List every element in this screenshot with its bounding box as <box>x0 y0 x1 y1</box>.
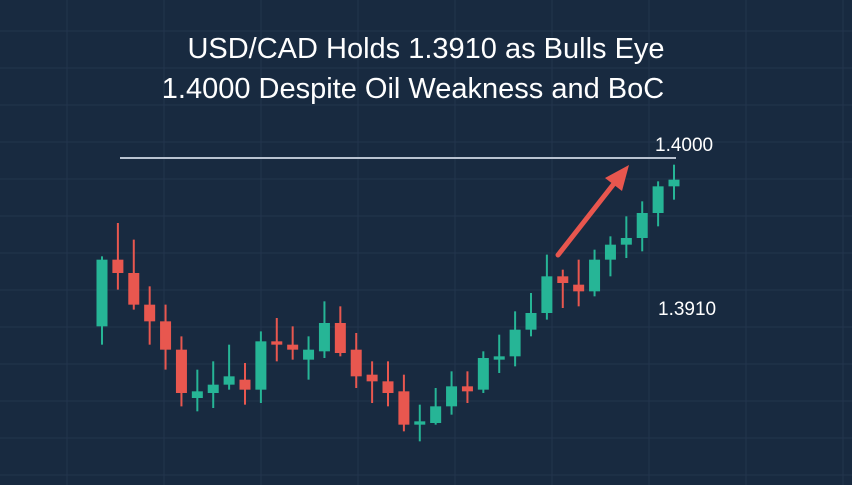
candle-body <box>207 384 219 393</box>
candle-bearish <box>382 361 394 407</box>
candle-body <box>398 391 410 425</box>
candle-bullish <box>509 311 521 367</box>
candle-bullish <box>414 404 426 442</box>
candle-body <box>175 349 187 393</box>
title-line-1: USD/CAD Holds 1.3910 as Bulls Eye <box>187 33 664 65</box>
candle-body <box>271 341 283 345</box>
candles <box>96 164 680 442</box>
candle-bearish <box>461 371 473 403</box>
resistance-label: 1.4000 <box>655 135 713 156</box>
candle-body <box>477 358 489 390</box>
candle-body <box>493 356 505 360</box>
candle-body <box>461 386 473 392</box>
candle-bullish <box>604 236 616 277</box>
candle-bearish <box>557 269 569 308</box>
candle-bullish <box>207 361 219 408</box>
candle-body <box>668 179 680 187</box>
candle-body <box>303 349 315 360</box>
candle-bullish <box>668 164 680 200</box>
candle-bullish <box>430 388 442 425</box>
candle-bearish <box>144 286 156 345</box>
candle-bullish <box>525 293 537 337</box>
candle-bullish <box>620 216 632 258</box>
candle-bullish <box>493 334 505 373</box>
candle-body <box>366 374 378 382</box>
candle-body <box>589 259 601 292</box>
candle-bullish <box>191 369 203 412</box>
candle-body <box>509 329 521 357</box>
candle-body <box>446 386 458 407</box>
candle-body <box>620 238 632 245</box>
candle-body <box>160 321 172 350</box>
candle-body <box>350 349 362 377</box>
candle-body <box>382 381 394 393</box>
candle-body <box>239 379 251 390</box>
candle-body <box>430 406 442 423</box>
candle-body <box>652 186 664 213</box>
candle-bullish <box>303 336 315 380</box>
candle-body <box>191 391 203 398</box>
candle-body <box>223 376 235 385</box>
candle-bullish <box>446 371 458 415</box>
candle-body <box>255 341 267 390</box>
candle-body <box>525 313 537 330</box>
candle-body <box>112 259 124 273</box>
title-line-2: 1.4000 Despite Oil Weakness and BoC <box>162 73 664 105</box>
candle-body <box>287 344 299 350</box>
candle-bearish <box>366 361 378 403</box>
candle-bullish <box>223 344 235 390</box>
candle-bearish <box>334 306 346 357</box>
candle-body <box>557 276 569 283</box>
candle-bearish <box>271 318 283 362</box>
support-label: 1.3910 <box>658 299 716 320</box>
candle-bearish <box>128 239 140 310</box>
candle-body <box>128 273 140 305</box>
candle-body <box>541 276 553 313</box>
candle-bullish <box>96 256 108 345</box>
candle-bearish <box>112 223 124 290</box>
candle-body <box>604 244 616 260</box>
candle-bearish <box>287 326 299 360</box>
candle-bearish <box>175 336 187 407</box>
candle-bearish <box>398 374 410 432</box>
candle-body <box>144 304 156 322</box>
candle-body <box>573 284 585 292</box>
candle-bearish <box>239 363 251 405</box>
candle-body <box>334 323 346 353</box>
candle-body <box>636 213 648 238</box>
candle-bullish <box>541 254 553 320</box>
up-arrow-icon <box>555 165 629 258</box>
candle-bearish <box>350 333 362 388</box>
candle-bullish <box>589 249 601 297</box>
candle-body <box>414 421 426 425</box>
candle-bullish <box>636 201 648 252</box>
candle-bullish <box>255 331 267 403</box>
candle-body <box>96 259 108 327</box>
candle-bearish <box>160 304 172 370</box>
candle-body <box>318 323 330 352</box>
candle-bullish <box>318 301 330 358</box>
candle-bullish <box>652 181 664 227</box>
candle-bullish <box>477 351 489 393</box>
candle-bearish <box>573 259 585 307</box>
